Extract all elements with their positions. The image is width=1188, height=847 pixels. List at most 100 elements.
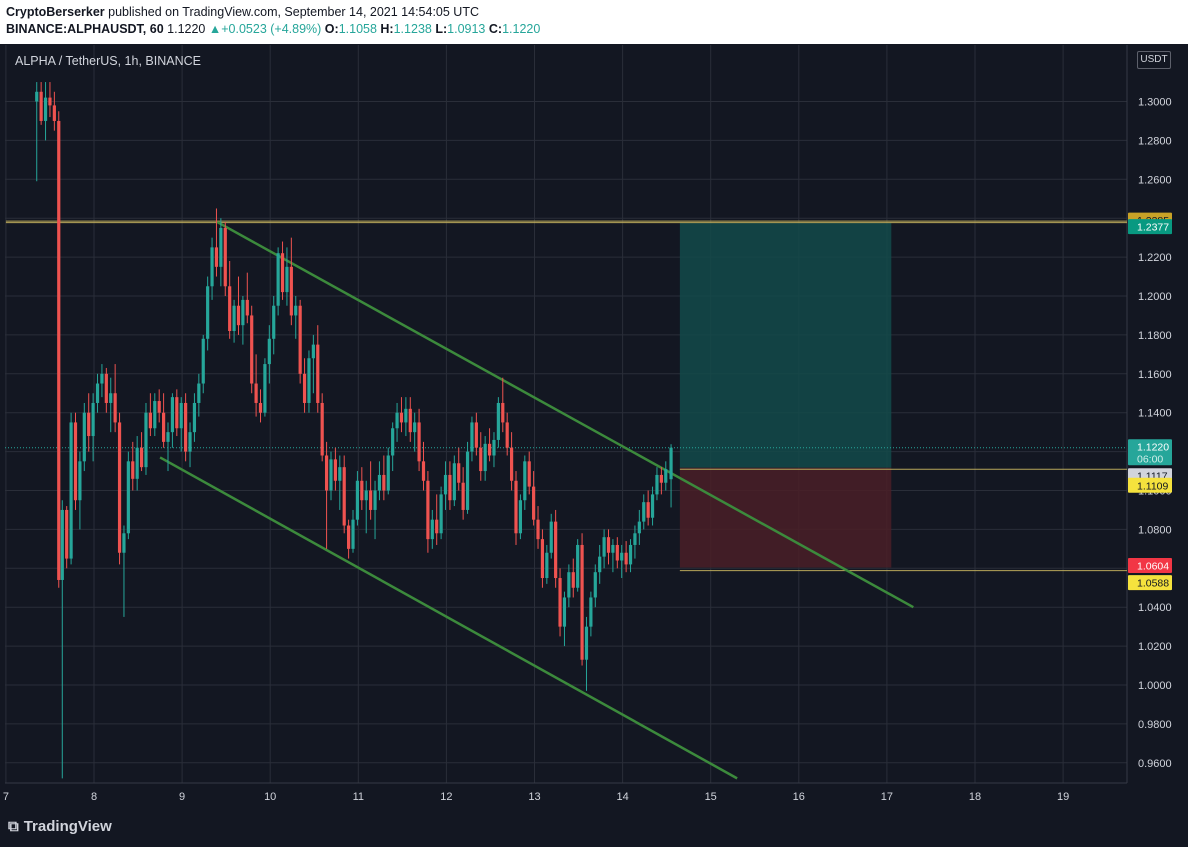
candle-body — [514, 480, 518, 534]
candle — [571, 558, 575, 598]
candle-body — [338, 467, 342, 481]
candle-body — [135, 447, 139, 479]
time-tick-label: 18 — [969, 791, 981, 803]
candle-body — [589, 597, 593, 627]
candle — [311, 334, 315, 394]
candle-body — [399, 412, 404, 423]
candle — [413, 412, 417, 452]
candle-body — [430, 519, 434, 540]
candle — [223, 222, 227, 296]
candle-body — [465, 451, 470, 510]
candle-body — [188, 432, 192, 452]
candle — [584, 616, 589, 691]
price-label: 1.2377 — [1128, 219, 1172, 235]
candle-body — [523, 461, 527, 501]
candle — [637, 509, 641, 545]
candle-body — [448, 474, 452, 501]
candle — [624, 541, 628, 573]
price-label: 1.0604 — [1128, 558, 1172, 574]
candle-body — [347, 525, 351, 549]
candle-body — [593, 572, 597, 598]
candle-body — [395, 412, 399, 429]
candle-body — [351, 519, 355, 549]
publisher-name[interactable]: CryptoBerserker — [6, 5, 105, 19]
candle-body — [324, 455, 329, 491]
candle — [122, 525, 126, 617]
candle — [57, 111, 61, 588]
candle-body — [554, 521, 558, 579]
candle — [602, 529, 606, 569]
candle-body — [443, 474, 448, 495]
candle — [219, 218, 223, 287]
candle — [289, 237, 293, 326]
candle — [650, 486, 655, 526]
price-label-text: 1.0604 — [1137, 561, 1169, 573]
high-label: H: — [380, 22, 394, 36]
footer — [0, 810, 1188, 847]
price-tick-label: 1.0200 — [1138, 641, 1172, 653]
candle-body — [650, 494, 655, 518]
candle-body — [487, 443, 492, 456]
candle — [404, 397, 408, 437]
candle — [170, 393, 175, 448]
candle-body — [109, 393, 113, 403]
price-tick-label: 1.0800 — [1138, 524, 1172, 536]
candle-body — [558, 578, 562, 627]
tradingview-logo[interactable]: ⧉ TradingView — [8, 818, 112, 835]
candle-body — [298, 305, 302, 374]
candle — [82, 402, 86, 472]
currency-button[interactable]: USDT — [1137, 51, 1171, 69]
channel-upper-line — [216, 220, 914, 609]
candle — [351, 509, 355, 553]
candle — [48, 82, 52, 118]
candle-body — [501, 402, 505, 423]
candle — [245, 272, 249, 324]
candle — [430, 509, 434, 549]
symbol-name: BINANCE:ALPHAUSDT, 60 — [6, 22, 164, 36]
publish-header: CryptoBerserker published on TradingView… — [0, 0, 1188, 44]
candle-body — [197, 383, 201, 403]
time-tick-label: 10 — [264, 791, 276, 803]
open-value: 1.1058 — [338, 22, 377, 36]
candle-body — [373, 490, 377, 510]
candle-body — [280, 253, 285, 293]
candle — [377, 461, 382, 501]
time-tick-label: 17 — [881, 791, 893, 803]
candle — [320, 393, 324, 462]
candle-body — [39, 91, 43, 121]
candle — [302, 358, 307, 413]
candle-body — [161, 412, 166, 442]
candle-body — [655, 474, 659, 495]
candle — [417, 408, 421, 472]
candle-body — [57, 120, 61, 580]
candle — [184, 393, 188, 462]
candle-body — [527, 461, 531, 487]
candle — [241, 296, 245, 345]
candle — [399, 397, 404, 433]
candle-body — [518, 500, 523, 534]
candle — [514, 471, 518, 545]
candle — [307, 350, 311, 413]
candle-body — [360, 480, 364, 501]
candle-body — [404, 408, 408, 423]
candle — [153, 393, 157, 437]
candle — [228, 260, 232, 339]
up-arrow-icon: ▲ — [208, 22, 222, 36]
price-tick-label: 1.0000 — [1138, 680, 1172, 692]
candle — [465, 441, 470, 514]
candle — [43, 82, 48, 141]
candle-body — [60, 509, 64, 580]
candle — [338, 455, 342, 510]
candle-body — [562, 597, 567, 627]
candle-body — [175, 397, 179, 429]
candle — [620, 544, 624, 579]
candle-body — [642, 502, 646, 522]
candle — [470, 416, 474, 462]
candle — [382, 455, 386, 501]
candle — [408, 397, 412, 442]
price-tick-label: 1.2200 — [1138, 252, 1172, 264]
candle-body — [659, 474, 663, 483]
candle-body — [69, 422, 73, 559]
time-tick-label: 13 — [528, 791, 540, 803]
